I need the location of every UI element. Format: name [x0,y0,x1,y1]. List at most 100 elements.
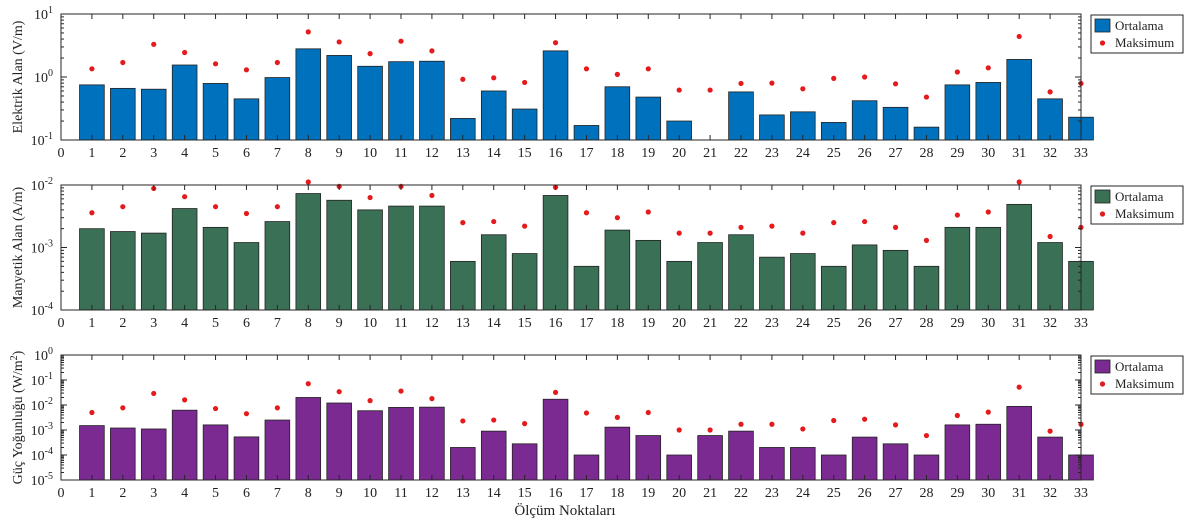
bar-point-22 [728,430,754,481]
bar-point-21 [697,435,723,481]
max-marker-15 [522,421,528,427]
max-marker-26 [862,218,868,225]
bar-point-24 [790,253,816,311]
max-marker-30 [985,409,991,415]
max-marker-20 [676,427,682,433]
x-tick-label: 10 [363,486,377,501]
bar-point-3 [140,232,167,311]
max-marker-27 [892,422,899,428]
bar-point-3 [140,428,167,481]
max-marker-9 [336,389,342,395]
max-marker-15 [522,79,528,86]
bar-point-15 [511,253,538,311]
max-marker-13 [460,76,466,82]
max-marker-17 [583,410,590,416]
x-tick-label: 25 [827,316,841,331]
bar-point-15 [511,108,538,141]
max-marker-18 [614,215,620,221]
x-tick-label: 1 [88,146,95,161]
x-tick-label: 11 [394,146,407,161]
x-tick-label: 12 [425,316,439,331]
bar-point-1 [79,84,105,141]
x-tick-label: 31 [1012,146,1026,161]
bar-point-26 [851,100,878,141]
x-tick-label: 21 [703,316,717,331]
x-tick-label: 29 [950,316,964,331]
max-marker-22 [738,80,744,87]
x-tick-label: 22 [734,486,748,501]
y-tick-label: 101 [34,5,53,23]
x-tick-label: 18 [610,146,624,161]
bar-point-17 [573,265,600,311]
bar-point-16 [542,50,569,141]
legend-label-marker: Maksimum [1115,35,1174,50]
bar-point-12 [419,406,445,481]
bar-point-13 [450,447,476,481]
legend-swatch-bar [1094,189,1111,204]
bar-point-14 [480,90,507,141]
x-tick-label: 4 [181,146,188,161]
bar-point-9 [326,199,352,311]
max-marker-4 [182,194,188,200]
x-tick-label: 7 [274,486,281,501]
bar-point-5 [202,226,229,311]
x-tick-label: 9 [336,146,343,161]
x-tick-label: 13 [456,146,470,161]
bar-point-32 [1037,436,1063,481]
x-tick-label: 17 [579,486,593,501]
bar-point-25 [820,454,847,481]
x-tick-label: 15 [518,486,532,501]
x-tick-label: 17 [579,146,593,161]
bar-point-20 [666,260,692,311]
x-tick-label: 32 [1043,316,1057,331]
bar-point-19 [635,435,662,481]
max-marker-8 [305,29,311,35]
max-marker-29 [954,212,960,218]
y-axis-label: Manyetik Alan (A/m) [11,187,26,309]
x-tick-label: 31 [1012,316,1026,331]
bar-point-19 [635,239,662,311]
x-tick-label: 16 [549,486,563,501]
max-marker-10 [367,398,373,404]
max-marker-7 [274,204,280,210]
x-tick-label: 20 [672,146,686,161]
max-marker-2 [120,405,126,411]
bar-point-2 [110,427,136,481]
max-marker-1 [89,66,95,72]
bar-point-7 [264,77,291,141]
x-tick-label: 5 [212,486,219,501]
max-marker-29 [954,69,960,75]
max-marker-19 [645,66,651,72]
bar-point-31 [1006,203,1032,311]
max-marker-12 [429,48,435,54]
bar-point-11 [388,205,414,311]
max-marker-7 [274,59,280,66]
max-marker-25 [831,220,837,226]
bar-point-10 [357,410,383,481]
max-marker-19 [645,209,651,215]
x-tick-label: 19 [641,146,655,161]
max-marker-11 [398,388,404,394]
bar-point-21 [697,242,723,311]
bar-point-32 [1037,98,1063,141]
x-tick-label: 12 [425,486,439,501]
y-tick-label: 100 [34,68,53,86]
max-marker-21 [707,427,713,433]
x-tick-label: 30 [981,146,995,161]
max-marker-5 [212,204,219,210]
bar-point-2 [110,231,136,311]
max-marker-31 [1016,179,1022,185]
max-marker-20 [676,230,682,236]
bar-point-6 [233,242,260,311]
x-tick-label: 33 [1074,486,1088,501]
max-marker-26 [862,416,868,422]
bar-point-9 [326,55,352,141]
x-tick-label: 5 [212,316,219,331]
bar-point-26 [851,244,878,311]
bar-point-1 [79,425,105,481]
x-tick-label: 13 [456,486,470,501]
max-marker-29 [954,412,960,419]
max-marker-28 [923,94,930,100]
x-tick-label: 18 [610,486,624,501]
x-tick-label: 10 [363,316,377,331]
